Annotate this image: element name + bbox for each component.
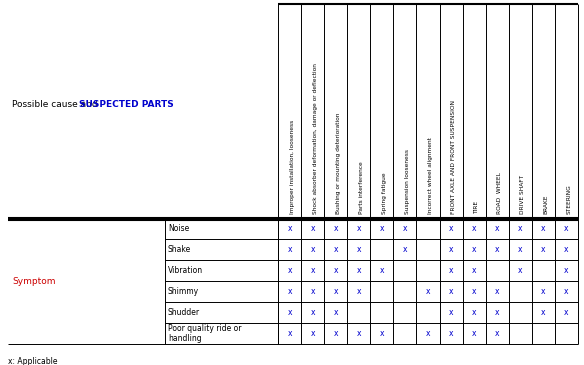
Text: x: x [449, 287, 453, 296]
Text: Spring fatigue: Spring fatigue [382, 172, 387, 214]
Text: x: x [380, 329, 384, 338]
Text: x: x [380, 224, 384, 233]
Text: x: x [380, 266, 384, 275]
Text: x: x [472, 287, 477, 296]
Text: x: x [472, 224, 477, 233]
Text: x: x [356, 224, 361, 233]
Text: x: x [287, 224, 292, 233]
Text: x: x [472, 266, 477, 275]
Text: x: x [287, 308, 292, 317]
Text: ROAD  WHEEL: ROAD WHEEL [497, 172, 502, 214]
Text: x: x [495, 224, 499, 233]
Text: x: x [541, 245, 545, 254]
Text: x: x [495, 245, 499, 254]
Text: x: x [449, 245, 453, 254]
Text: x: x [333, 329, 338, 338]
Text: x: x [449, 266, 453, 275]
Text: Noise: Noise [168, 224, 189, 233]
Text: x: x [356, 245, 361, 254]
Text: x: x [310, 308, 315, 317]
Text: SUSPECTED PARTS: SUSPECTED PARTS [79, 100, 174, 109]
Text: x: x [403, 245, 407, 254]
Text: x: x [310, 266, 315, 275]
Text: Poor quality ride or
handling: Poor quality ride or handling [168, 324, 242, 343]
Text: x: x [495, 287, 499, 296]
Text: x: x [426, 287, 430, 296]
Text: x: x [356, 329, 361, 338]
Text: x: x [518, 224, 523, 233]
Text: x: x [518, 266, 523, 275]
Text: Shimmy: Shimmy [168, 287, 199, 296]
Text: Symptom: Symptom [12, 277, 55, 285]
Text: x: x [472, 329, 477, 338]
Text: x: x [472, 308, 477, 317]
Text: x: x [356, 266, 361, 275]
Text: x: x [287, 287, 292, 296]
Text: Shock absorber deformation, damage or deflection: Shock absorber deformation, damage or de… [312, 63, 318, 214]
Text: x: x [564, 308, 569, 317]
Text: x: x [333, 308, 338, 317]
Text: x: x [310, 287, 315, 296]
Text: x: x [541, 308, 545, 317]
Text: x: x [564, 245, 569, 254]
Text: x: x [541, 224, 545, 233]
Text: STEERING: STEERING [566, 184, 572, 214]
Text: x: x [310, 245, 315, 254]
Text: Vibration: Vibration [168, 266, 203, 275]
Text: Possible cause and: Possible cause and [12, 100, 100, 109]
Text: x: x [449, 224, 453, 233]
Text: x: x [310, 329, 315, 338]
Text: x: x [403, 224, 407, 233]
Text: x: x [333, 245, 338, 254]
Text: x: x [541, 287, 545, 296]
Text: Incorrect wheel alignment: Incorrect wheel alignment [428, 137, 433, 214]
Text: Parts interference: Parts interference [359, 161, 364, 214]
Text: x: x [449, 308, 453, 317]
Text: x: x [495, 329, 499, 338]
Text: x: x [564, 224, 569, 233]
Text: TIRE: TIRE [474, 201, 479, 214]
Text: x: x [426, 329, 430, 338]
Text: x: x [310, 224, 315, 233]
Text: Shudder: Shudder [168, 308, 200, 317]
Text: Bushing or mounting deterioration: Bushing or mounting deterioration [336, 113, 340, 214]
Text: BRAKE: BRAKE [543, 195, 548, 214]
Text: x: x [287, 266, 292, 275]
Text: x: x [564, 266, 569, 275]
Text: x: x [449, 329, 453, 338]
Text: x: x [333, 287, 338, 296]
Text: x: x [356, 287, 361, 296]
Text: x: x [333, 266, 338, 275]
Text: Improper installation, looseness: Improper installation, looseness [290, 120, 294, 214]
Text: Suspension looseness: Suspension looseness [405, 149, 410, 214]
Text: x: x [287, 245, 292, 254]
Text: x: x [564, 287, 569, 296]
Text: FRONT AXLE AND FRONT SUSPENSION: FRONT AXLE AND FRONT SUSPENSION [451, 100, 456, 214]
Text: x: Applicable: x: Applicable [8, 357, 57, 365]
Text: x: x [472, 245, 477, 254]
Text: DRIVE SHAFT: DRIVE SHAFT [520, 175, 525, 214]
Text: Shake: Shake [168, 245, 191, 254]
Text: x: x [495, 308, 499, 317]
Text: x: x [333, 224, 338, 233]
Text: x: x [518, 245, 523, 254]
Text: x: x [287, 329, 292, 338]
